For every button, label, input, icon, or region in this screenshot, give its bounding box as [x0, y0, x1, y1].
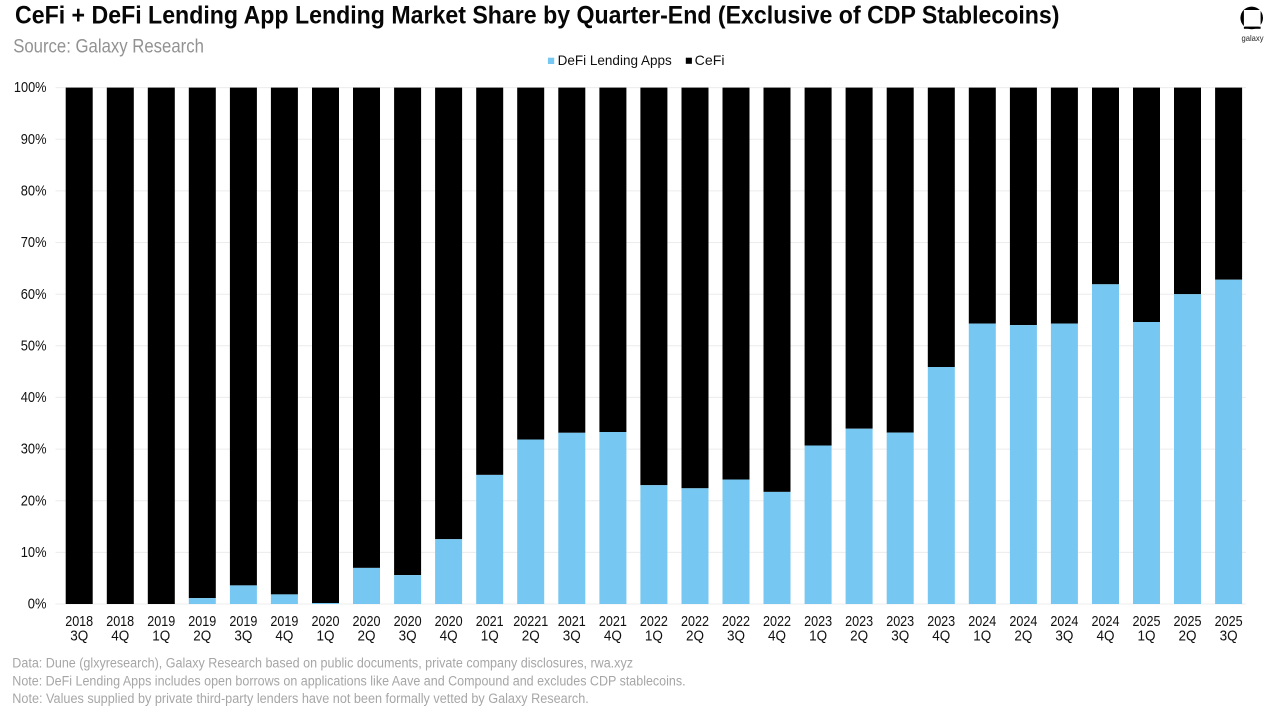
svg-text:3Q: 3Q — [399, 628, 417, 645]
svg-text:2021: 2021 — [476, 613, 504, 630]
svg-text:2Q: 2Q — [193, 628, 211, 645]
svg-text:2Q: 2Q — [1179, 628, 1197, 645]
svg-text:30%: 30% — [21, 441, 47, 458]
svg-text:1Q: 1Q — [809, 628, 827, 645]
svg-text:2019: 2019 — [270, 613, 298, 630]
svg-text:2018: 2018 — [106, 613, 134, 630]
svg-text:2019: 2019 — [147, 613, 175, 630]
svg-text:20221: 20221 — [513, 613, 548, 630]
svg-text:2023: 2023 — [804, 613, 832, 630]
svg-text:Source: Galaxy Research: Source: Galaxy Research — [13, 36, 204, 58]
svg-text:2020: 2020 — [353, 613, 381, 630]
svg-text:2019: 2019 — [229, 613, 257, 630]
svg-text:1Q: 1Q — [481, 628, 499, 645]
svg-text:2023: 2023 — [927, 613, 955, 630]
svg-text:10%: 10% — [21, 544, 47, 561]
svg-text:4Q: 4Q — [275, 628, 293, 645]
svg-text:60%: 60% — [21, 286, 47, 303]
svg-text:2025: 2025 — [1174, 613, 1202, 630]
svg-text:4Q: 4Q — [440, 628, 458, 645]
svg-text:2Q: 2Q — [522, 628, 540, 645]
svg-text:4Q: 4Q — [111, 628, 129, 645]
svg-text:2022: 2022 — [681, 613, 709, 630]
svg-text:1Q: 1Q — [317, 628, 335, 645]
svg-text:2Q: 2Q — [1014, 628, 1032, 645]
svg-text:1Q: 1Q — [152, 628, 170, 645]
svg-text:50%: 50% — [21, 337, 47, 354]
svg-text:1Q: 1Q — [645, 628, 663, 645]
svg-text:Note: Values supplied by priva: Note: Values supplied by private third-p… — [12, 691, 589, 706]
svg-text:2Q: 2Q — [358, 628, 376, 645]
svg-text:90%: 90% — [21, 131, 47, 148]
svg-text:40%: 40% — [21, 389, 47, 406]
svg-text:70%: 70% — [21, 234, 47, 251]
svg-text:4Q: 4Q — [932, 628, 950, 645]
svg-text:20%: 20% — [21, 492, 47, 509]
svg-text:2024: 2024 — [1050, 613, 1078, 630]
svg-text:Note: DeFi Lending Apps includ: Note: DeFi Lending Apps includes open bo… — [12, 673, 685, 688]
svg-text:3Q: 3Q — [1220, 628, 1238, 645]
svg-text:2022: 2022 — [763, 613, 791, 630]
svg-text:2022: 2022 — [722, 613, 750, 630]
svg-text:2Q: 2Q — [850, 628, 868, 645]
svg-text:Data: Dune (glxyresearch), Gal: Data: Dune (glxyresearch), Galaxy Resear… — [12, 655, 633, 670]
svg-text:3Q: 3Q — [891, 628, 909, 645]
svg-text:2020: 2020 — [312, 613, 340, 630]
svg-text:3Q: 3Q — [563, 628, 581, 645]
svg-text:galaxy: galaxy — [1242, 33, 1265, 43]
svg-text:2020: 2020 — [394, 613, 422, 630]
svg-text:2024: 2024 — [968, 613, 996, 630]
svg-text:1Q: 1Q — [973, 628, 991, 645]
svg-text:3Q: 3Q — [727, 628, 745, 645]
svg-text:2024: 2024 — [1009, 613, 1037, 630]
svg-text:2018: 2018 — [65, 613, 93, 630]
svg-text:2023: 2023 — [886, 613, 914, 630]
svg-text:2020: 2020 — [435, 613, 463, 630]
svg-text:2019: 2019 — [188, 613, 216, 630]
svg-text:2023: 2023 — [845, 613, 873, 630]
svg-text:2021: 2021 — [558, 613, 586, 630]
svg-text:3Q: 3Q — [70, 628, 88, 645]
svg-text:DeFi Lending Apps: DeFi Lending Apps — [558, 52, 672, 68]
svg-text:2025: 2025 — [1215, 613, 1243, 630]
svg-text:80%: 80% — [21, 183, 47, 200]
svg-text:4Q: 4Q — [768, 628, 786, 645]
svg-text:1Q: 1Q — [1138, 628, 1156, 645]
svg-text:CeFi: CeFi — [695, 52, 725, 68]
svg-text:2Q: 2Q — [686, 628, 704, 645]
svg-text:0%: 0% — [28, 596, 47, 613]
svg-text:100%: 100% — [14, 79, 47, 96]
svg-text:3Q: 3Q — [234, 628, 252, 645]
svg-text:2024: 2024 — [1092, 613, 1120, 630]
svg-text:2021: 2021 — [599, 613, 627, 630]
svg-text:4Q: 4Q — [1097, 628, 1115, 645]
svg-text:2025: 2025 — [1133, 613, 1161, 630]
svg-text:3Q: 3Q — [1055, 628, 1073, 645]
svg-text:4Q: 4Q — [604, 628, 622, 645]
svg-text:CeFi + DeFi Lending App Lendin: CeFi + DeFi Lending App Lending Market S… — [15, 2, 1060, 30]
svg-text:2022: 2022 — [640, 613, 668, 630]
